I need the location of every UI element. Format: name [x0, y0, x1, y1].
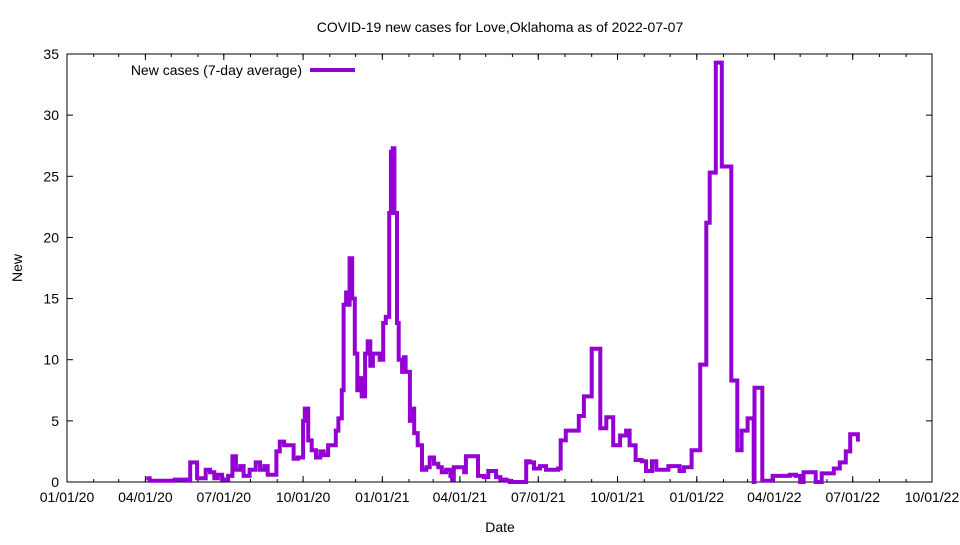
x-tick-label: 10/01/20: [276, 489, 331, 505]
y-tick-label: 10: [43, 352, 59, 368]
plot-frame: [67, 54, 932, 482]
y-tick-label: 35: [43, 46, 59, 62]
x-tick-label: 01/01/21: [355, 489, 410, 505]
x-tick-label: 04/01/20: [118, 489, 173, 505]
y-tick-label: 5: [51, 413, 59, 429]
x-tick-label: 07/01/22: [825, 489, 880, 505]
x-tick-label: 04/01/21: [433, 489, 488, 505]
series-group: [146, 62, 858, 482]
legend-label: New cases (7-day average): [131, 62, 302, 78]
y-tick-label: 0: [51, 474, 59, 490]
x-tick-label: 10/01/21: [590, 489, 645, 505]
y-tick-label: 30: [43, 107, 59, 123]
x-axis-label: Date: [485, 519, 515, 535]
x-tick-label: 07/01/21: [511, 489, 566, 505]
series-line: [146, 63, 858, 482]
x-tick-label: 07/01/20: [197, 489, 252, 505]
legend: New cases (7-day average): [131, 62, 355, 78]
x-axis: 01/01/20 04/01/20 07/01/20 10/01/20 01/01/21…: [40, 54, 960, 505]
x-tick-label: 10/01/22: [905, 489, 960, 505]
y-axis-label: New: [9, 253, 25, 282]
chart-title: COVID-19 new cases for Love,Oklahoma as …: [317, 19, 684, 35]
x-tick-label: 01/01/22: [670, 489, 725, 505]
x-tick-label: 04/01/22: [747, 489, 802, 505]
y-tick-label: 15: [43, 291, 59, 307]
y-tick-label: 20: [43, 229, 59, 245]
y-tick-label: 25: [43, 168, 59, 184]
x-tick-label: 01/01/20: [40, 489, 95, 505]
y-axis: 0 5 10 15 20 25 30 35: [43, 46, 932, 490]
